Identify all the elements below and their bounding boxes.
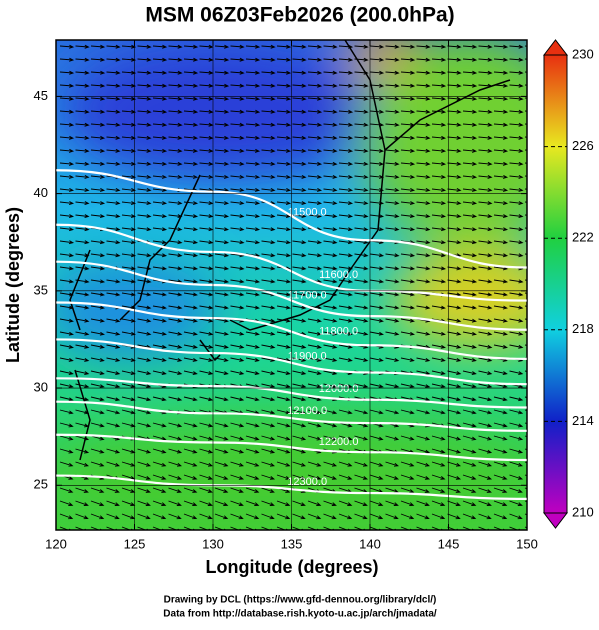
y-tick-label: 25 — [34, 477, 48, 492]
contour-label: 11700.0 — [288, 290, 327, 302]
colorbar-tick-label: 218 — [572, 321, 594, 336]
y-tick-label: 35 — [34, 282, 48, 297]
x-tick-label: 130 — [202, 536, 224, 551]
colorbar-tick-label: 214 — [572, 413, 594, 428]
contour-label: 12200.0 — [319, 436, 359, 448]
colorbar-tick-label: 210 — [572, 504, 594, 519]
contour-label: 11600.0 — [319, 269, 358, 281]
footer-line: Data from http://database.rish.kyoto-u.a… — [163, 609, 437, 620]
colorbar-min-arrow — [542, 512, 569, 529]
coastline — [69, 40, 511, 461]
x-axis-label: Longitude (degrees) — [205, 557, 378, 577]
colorbar — [543, 54, 568, 514]
x-tick-label: 145 — [438, 536, 460, 551]
y-tick-label: 30 — [34, 379, 48, 394]
x-tick-label: 135 — [281, 536, 303, 551]
colorbar-max-arrow — [542, 39, 569, 56]
contour-line — [56, 223, 527, 302]
footer-line: Drawing by DCL (https://www.gfd-dennou.o… — [164, 595, 437, 606]
chart-title: MSM 06Z03Feb2026 (200.0hPa) — [145, 4, 454, 27]
colorbar-tick-label: 230 — [572, 46, 594, 61]
x-tick-label: 120 — [45, 536, 67, 551]
contour-label: 12300.0 — [287, 476, 327, 488]
wind-vectors — [59, 44, 527, 530]
y-tick-label: 45 — [34, 88, 48, 103]
wind-arrows — [59, 44, 527, 530]
contour-label: 11800.0 — [319, 326, 358, 338]
field — [56, 40, 527, 530]
contour-label: 12100.0 — [287, 405, 327, 417]
contour-label: 11500.0 — [288, 207, 327, 219]
x-tick-label: 125 — [124, 536, 146, 551]
contour-label: 11900.0 — [288, 351, 327, 363]
y-tick-label: 40 — [34, 185, 48, 200]
colorbar-tick-label: 226 — [572, 138, 594, 153]
colorbar-tick-label: 222 — [572, 230, 594, 245]
x-tick-label: 140 — [359, 536, 381, 551]
contour-line — [56, 338, 527, 386]
y-axis-label: Latitude (degrees) — [3, 207, 23, 363]
x-tick-label: 150 — [516, 536, 538, 551]
contour-label: 12000.0 — [319, 383, 359, 395]
